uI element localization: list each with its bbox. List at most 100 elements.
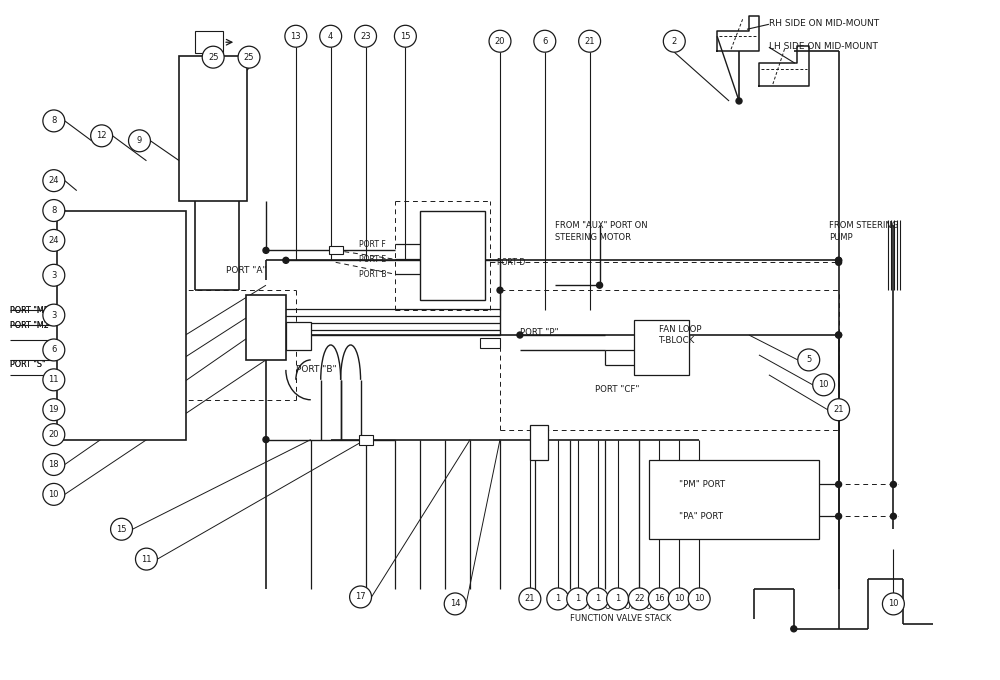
Text: 17: 17 [355, 592, 366, 601]
Circle shape [836, 257, 842, 263]
Text: 9: 9 [137, 136, 142, 146]
Circle shape [129, 130, 150, 152]
Text: 6: 6 [542, 37, 548, 46]
Circle shape [497, 287, 503, 293]
Circle shape [663, 31, 685, 52]
Text: 21: 21 [833, 405, 844, 414]
Text: PUMP: PUMP [829, 233, 852, 242]
Circle shape [567, 588, 589, 610]
Bar [179, 56, 247, 201]
Text: 1: 1 [595, 594, 600, 603]
Text: "PM" PORT: "PM" PORT [679, 480, 725, 489]
Text: 22: 22 [634, 594, 645, 603]
Text: 21: 21 [525, 594, 535, 603]
Text: 23: 23 [360, 32, 371, 41]
Circle shape [668, 588, 690, 610]
Circle shape [43, 454, 65, 475]
Circle shape [135, 548, 157, 570]
Circle shape [587, 588, 609, 610]
Circle shape [43, 199, 65, 222]
Circle shape [688, 588, 710, 610]
Circle shape [43, 110, 65, 132]
Circle shape [43, 339, 65, 361]
Circle shape [534, 31, 556, 52]
Circle shape [263, 437, 269, 443]
Text: LH SIDE ON MID-MOUNT: LH SIDE ON MID-MOUNT [769, 41, 878, 51]
Circle shape [394, 25, 416, 47]
Circle shape [828, 398, 850, 421]
Bar [530, 424, 548, 460]
Circle shape [350, 586, 372, 608]
Text: FROM "AUX" PORT ON: FROM "AUX" PORT ON [555, 221, 647, 230]
Text: 12: 12 [96, 131, 107, 140]
Circle shape [43, 229, 65, 252]
Text: PORT "M5": PORT "M5" [10, 305, 53, 315]
Text: TO "P" PORT ON BOOM: TO "P" PORT ON BOOM [570, 602, 666, 611]
Circle shape [836, 259, 842, 265]
Text: 10: 10 [818, 380, 829, 390]
Text: PORT B: PORT B [359, 270, 386, 279]
Circle shape [607, 588, 628, 610]
Text: FUNCTION VALVE STACK: FUNCTION VALVE STACK [570, 614, 671, 624]
Text: 1: 1 [555, 594, 560, 603]
Bar [246, 295, 286, 360]
Circle shape [836, 257, 842, 263]
Text: 24: 24 [49, 236, 59, 245]
Text: 4: 4 [328, 32, 333, 41]
Text: PORT "A": PORT "A" [226, 266, 267, 275]
Text: 1: 1 [615, 594, 620, 603]
Circle shape [836, 513, 842, 520]
Circle shape [238, 46, 260, 68]
Text: "PA" PORT: "PA" PORT [679, 512, 723, 521]
Text: 14: 14 [450, 599, 460, 609]
Circle shape [648, 588, 670, 610]
Circle shape [628, 588, 650, 610]
Circle shape [43, 424, 65, 445]
Text: 11: 11 [49, 375, 59, 384]
Text: PORT E: PORT E [359, 255, 386, 264]
Circle shape [43, 265, 65, 286]
Text: 8: 8 [51, 206, 57, 215]
Circle shape [836, 332, 842, 338]
Text: PORT "M5": PORT "M5" [10, 305, 53, 315]
Text: FAN LOOP
T-BLOCK: FAN LOOP T-BLOCK [659, 325, 702, 345]
Text: 8: 8 [51, 116, 57, 125]
Circle shape [43, 170, 65, 192]
Circle shape [882, 593, 904, 615]
Text: 10: 10 [674, 594, 685, 603]
Bar [420, 211, 485, 300]
Circle shape [283, 257, 289, 263]
Circle shape [579, 31, 601, 52]
Text: 6: 6 [51, 345, 57, 354]
Bar [634, 320, 689, 375]
Circle shape [836, 481, 842, 488]
Circle shape [43, 304, 65, 326]
Circle shape [202, 46, 224, 68]
Circle shape [43, 483, 65, 505]
Text: 13: 13 [291, 32, 301, 41]
Text: 5: 5 [806, 356, 811, 364]
Text: PORT "S": PORT "S" [10, 360, 46, 369]
Text: 2: 2 [672, 37, 677, 46]
Text: 10: 10 [49, 490, 59, 499]
Circle shape [355, 25, 377, 47]
Text: PORT "M2": PORT "M2" [10, 320, 53, 330]
Circle shape [519, 588, 541, 610]
Circle shape [813, 374, 835, 396]
Circle shape [43, 369, 65, 391]
Text: 21: 21 [584, 37, 595, 46]
Text: 25: 25 [244, 52, 254, 62]
Text: 3: 3 [51, 311, 57, 320]
Bar [195, 31, 223, 53]
Circle shape [736, 98, 742, 104]
Text: STEERING MOTOR: STEERING MOTOR [555, 233, 631, 242]
Text: 25: 25 [208, 52, 218, 62]
Text: 15: 15 [400, 32, 411, 41]
Text: PORT "B": PORT "B" [296, 365, 336, 375]
Circle shape [791, 626, 797, 632]
Circle shape [517, 332, 523, 338]
Circle shape [444, 593, 466, 615]
Circle shape [489, 31, 511, 52]
Text: 1: 1 [575, 594, 580, 603]
Text: 10: 10 [888, 599, 899, 609]
